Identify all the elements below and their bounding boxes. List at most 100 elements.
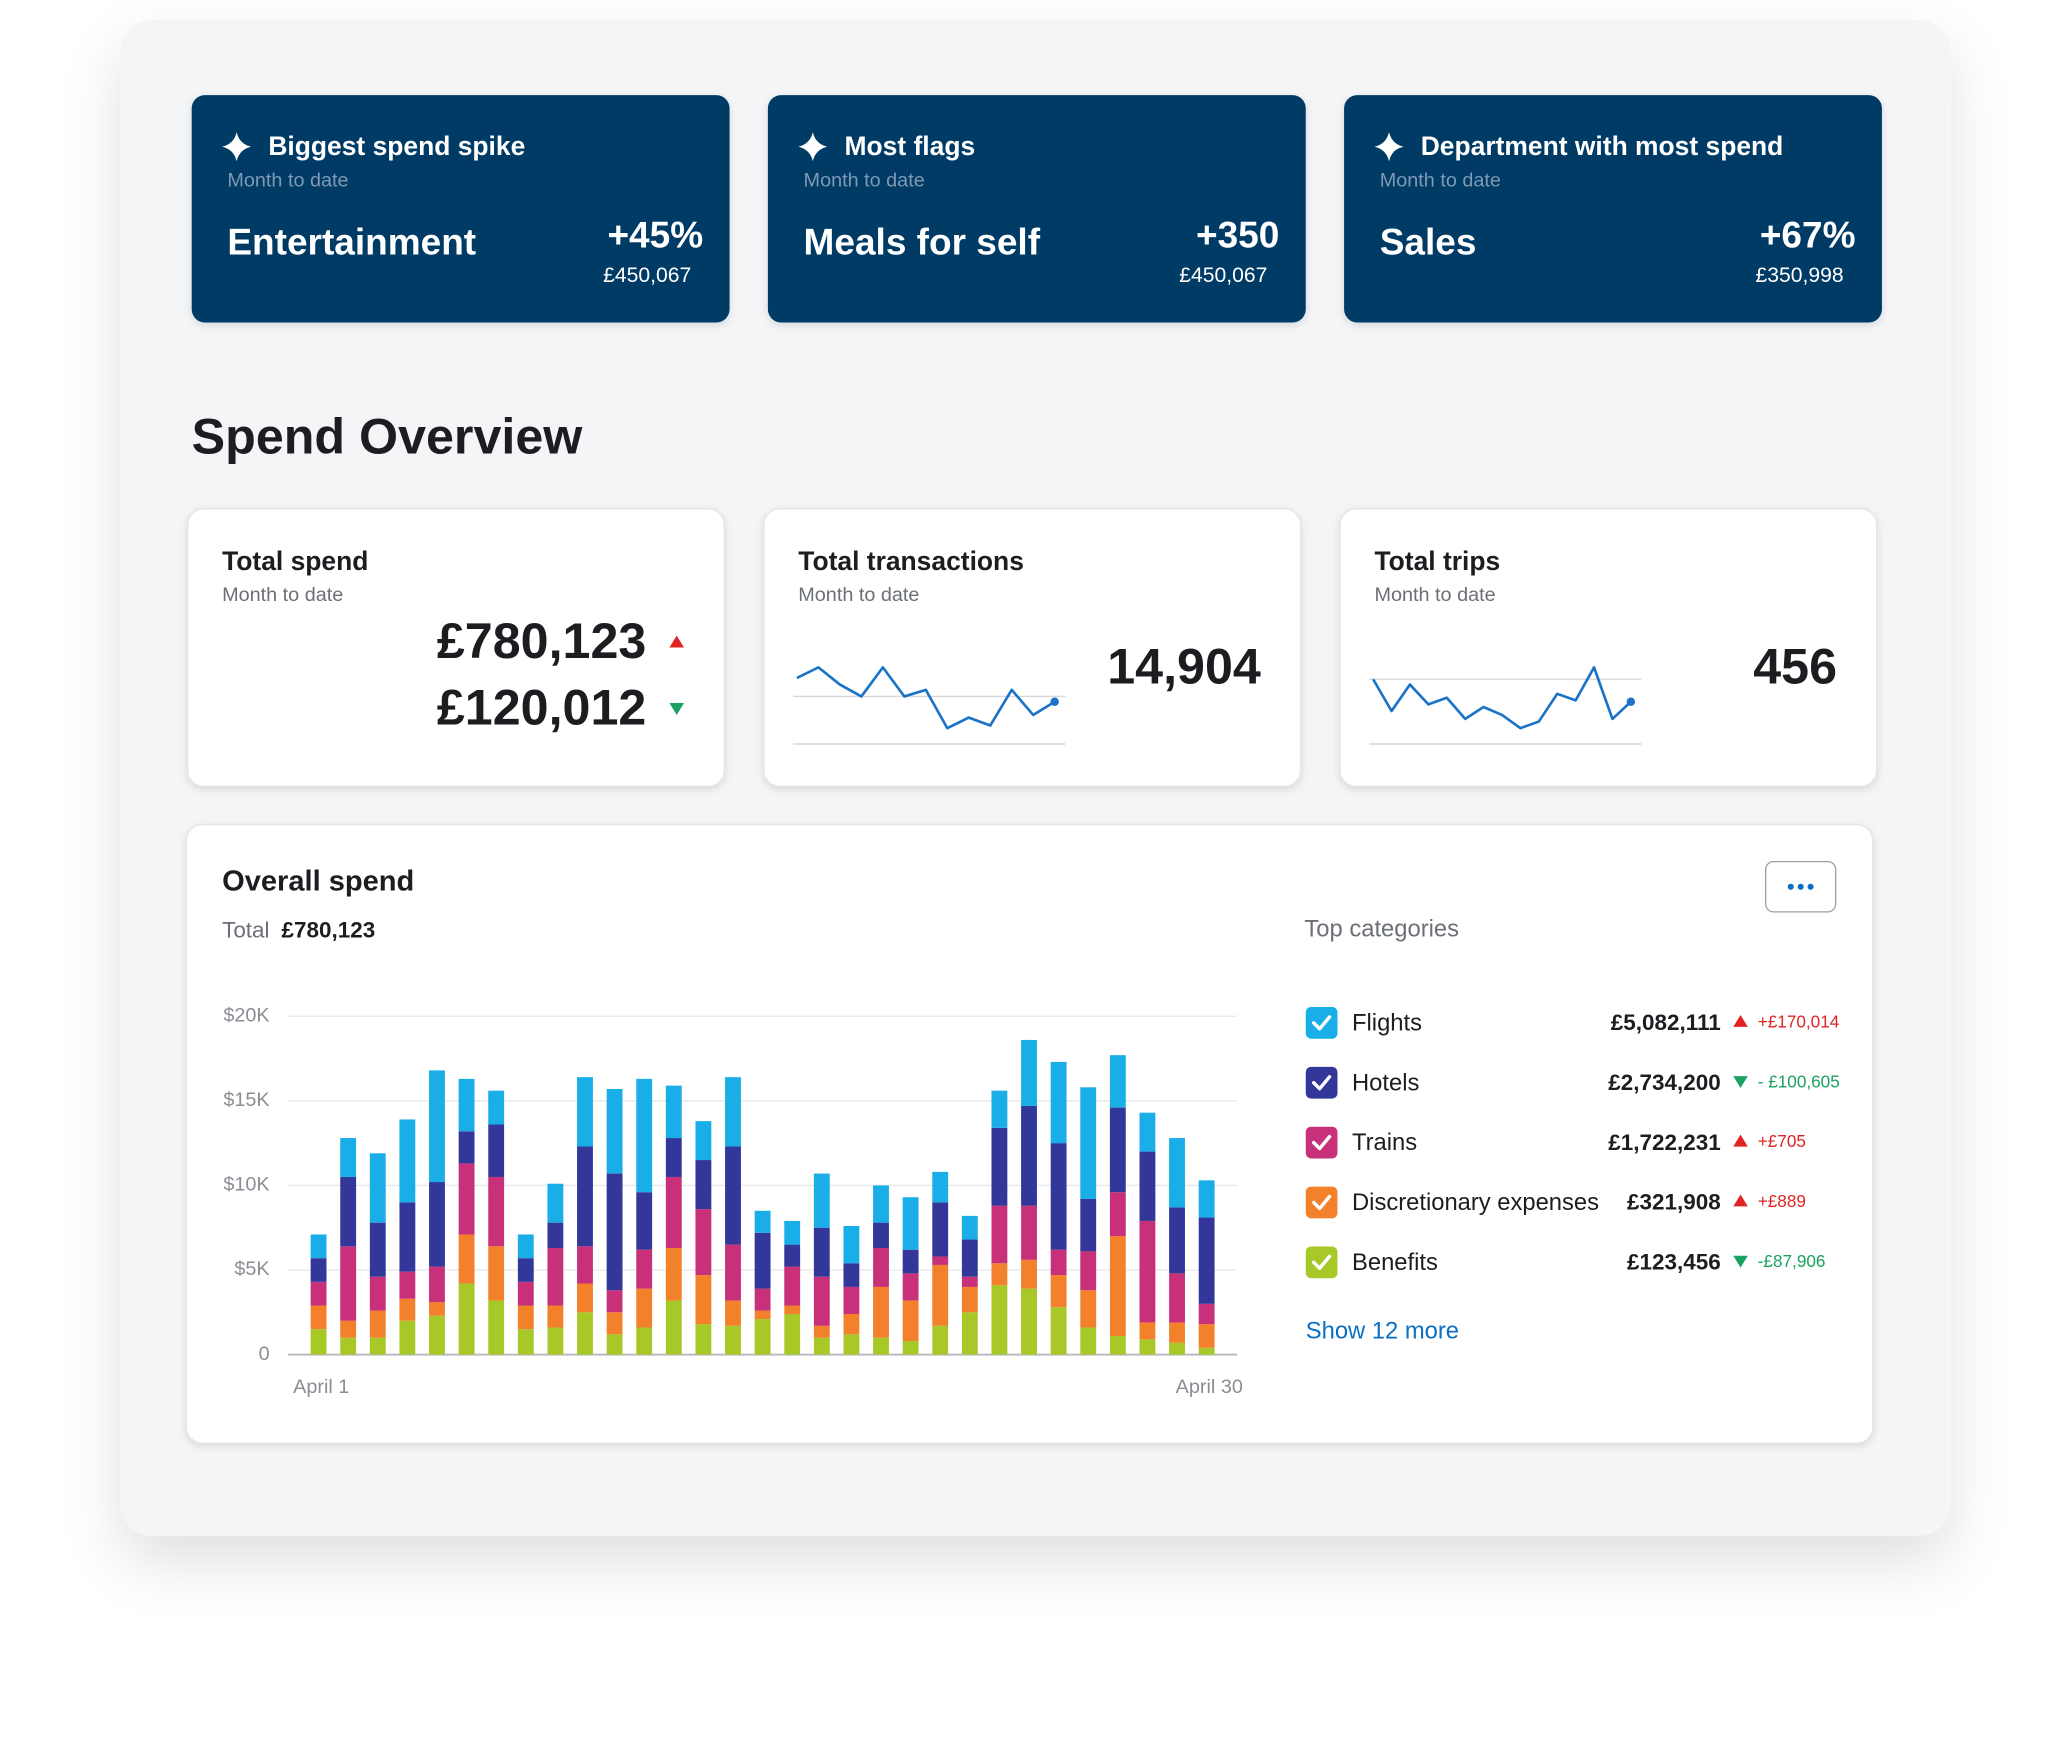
bar-segment	[458, 1078, 475, 1132]
bar-segment	[991, 1285, 1008, 1355]
bar-segment	[991, 1263, 1008, 1286]
card-title: Total trips	[1374, 546, 1500, 576]
trend-down-icon	[669, 703, 684, 715]
total-value: £780,123	[282, 918, 376, 943]
bar-segment	[340, 1138, 357, 1177]
bar-segment	[843, 1313, 860, 1335]
bar-segment	[429, 1182, 445, 1267]
bar-segment	[1139, 1112, 1156, 1152]
bar-segment	[636, 1249, 653, 1289]
bar-segment	[1050, 1275, 1067, 1308]
bar-segment	[458, 1131, 475, 1164]
bar-segment	[310, 1281, 327, 1306]
y-tick-label: $15K	[223, 1089, 269, 1111]
bar-segment	[695, 1275, 712, 1325]
bar-segment	[547, 1305, 564, 1328]
bar-segment	[902, 1300, 919, 1342]
category-checkbox[interactable]	[1305, 1066, 1338, 1099]
more-button[interactable]	[1764, 860, 1837, 913]
bar-segment	[902, 1273, 919, 1301]
bar-segment	[340, 1246, 357, 1321]
bar-segment	[843, 1334, 860, 1355]
highlight-change: +45%	[607, 215, 703, 256]
bar-segment	[517, 1305, 534, 1330]
bar-segment	[1080, 1290, 1097, 1328]
bar-segment	[1109, 1236, 1126, 1336]
highlight-title: Department with most spend	[1421, 131, 1784, 161]
bar-segment	[725, 1146, 741, 1245]
legend-label: Discretionary expenses	[1352, 1189, 1599, 1216]
bar-segment	[517, 1234, 534, 1259]
category-checkbox[interactable]	[1305, 1186, 1338, 1219]
bar-segment	[606, 1312, 623, 1335]
category-checkbox[interactable]	[1305, 1007, 1338, 1039]
highlight-label: Sales	[1380, 221, 1477, 262]
bar-segment	[429, 1266, 445, 1303]
bar-segment	[340, 1176, 357, 1247]
card-title: Overall spend	[222, 865, 414, 897]
bar-segment	[606, 1088, 623, 1174]
category-change: +£889	[1758, 1191, 1806, 1211]
y-tick-label: $5K	[234, 1258, 269, 1280]
bar-segment	[932, 1264, 949, 1326]
highlight-amount: £350,998	[1755, 264, 1843, 287]
bar-segment	[1109, 1107, 1126, 1193]
category-change: -£87,906	[1758, 1251, 1826, 1271]
highlight-change: +67%	[1760, 215, 1856, 256]
section-title: Spend Overview	[192, 408, 584, 464]
trend-up-icon	[1733, 1194, 1748, 1207]
bar-segment	[873, 1185, 889, 1223]
legend-label: Hotels	[1352, 1069, 1419, 1096]
bar-segment	[1139, 1220, 1156, 1323]
bar-segment	[784, 1305, 801, 1314]
y-tick-label: $20K	[223, 1004, 269, 1026]
show-more-link[interactable]: Show 12 more	[1306, 1317, 1459, 1344]
card-title: Total spend	[222, 546, 368, 576]
bar-segment	[1169, 1322, 1185, 1343]
category-checkbox[interactable]	[1305, 1246, 1338, 1279]
dot	[1787, 883, 1794, 890]
bar-segment	[488, 1124, 505, 1177]
stat-value: £780,123	[437, 613, 646, 669]
bar-segment	[873, 1222, 889, 1249]
bar-segment	[784, 1244, 801, 1267]
bar-segment	[1021, 1105, 1037, 1206]
bar-segment	[932, 1325, 949, 1355]
bar-segment	[547, 1327, 564, 1355]
check-mark	[1311, 1254, 1332, 1270]
stat-card	[187, 508, 725, 787]
category-change: +£170,014	[1758, 1011, 1840, 1031]
bar-segment	[458, 1234, 475, 1284]
sparkline-end-dot	[1626, 697, 1636, 706]
bar-segment	[1080, 1251, 1097, 1291]
bar-segment	[932, 1256, 949, 1265]
bar-segment	[1050, 1143, 1067, 1250]
bar-segment	[932, 1171, 949, 1203]
bar-segment	[1050, 1061, 1067, 1144]
bar-segment	[695, 1160, 712, 1210]
sparkline	[1372, 666, 1632, 730]
check-mark	[1311, 1015, 1332, 1031]
top-categories-title: Top categories	[1304, 916, 1459, 943]
bar-segment	[340, 1320, 357, 1338]
card-subtitle: Month to date	[1374, 584, 1495, 606]
bar-segment	[873, 1248, 889, 1287]
bar-segment	[310, 1305, 327, 1330]
highlight-title: Most flags	[845, 131, 976, 161]
bar-segment	[547, 1248, 564, 1306]
bar-segment	[1021, 1039, 1037, 1106]
bar-segment	[1169, 1138, 1185, 1208]
bar-segment	[961, 1312, 978, 1355]
sparkle-icon	[798, 132, 828, 162]
category-change: - £100,605	[1758, 1071, 1840, 1091]
bar-segment	[577, 1077, 593, 1147]
trend-down-icon	[1733, 1255, 1748, 1268]
check-mark	[1311, 1075, 1332, 1091]
bar-segment	[1198, 1347, 1215, 1355]
bar-segment	[902, 1341, 919, 1355]
bar-segment	[1080, 1327, 1097, 1355]
bar-segment	[429, 1315, 445, 1355]
bar-segment	[1021, 1205, 1037, 1260]
category-checkbox[interactable]	[1305, 1126, 1338, 1159]
